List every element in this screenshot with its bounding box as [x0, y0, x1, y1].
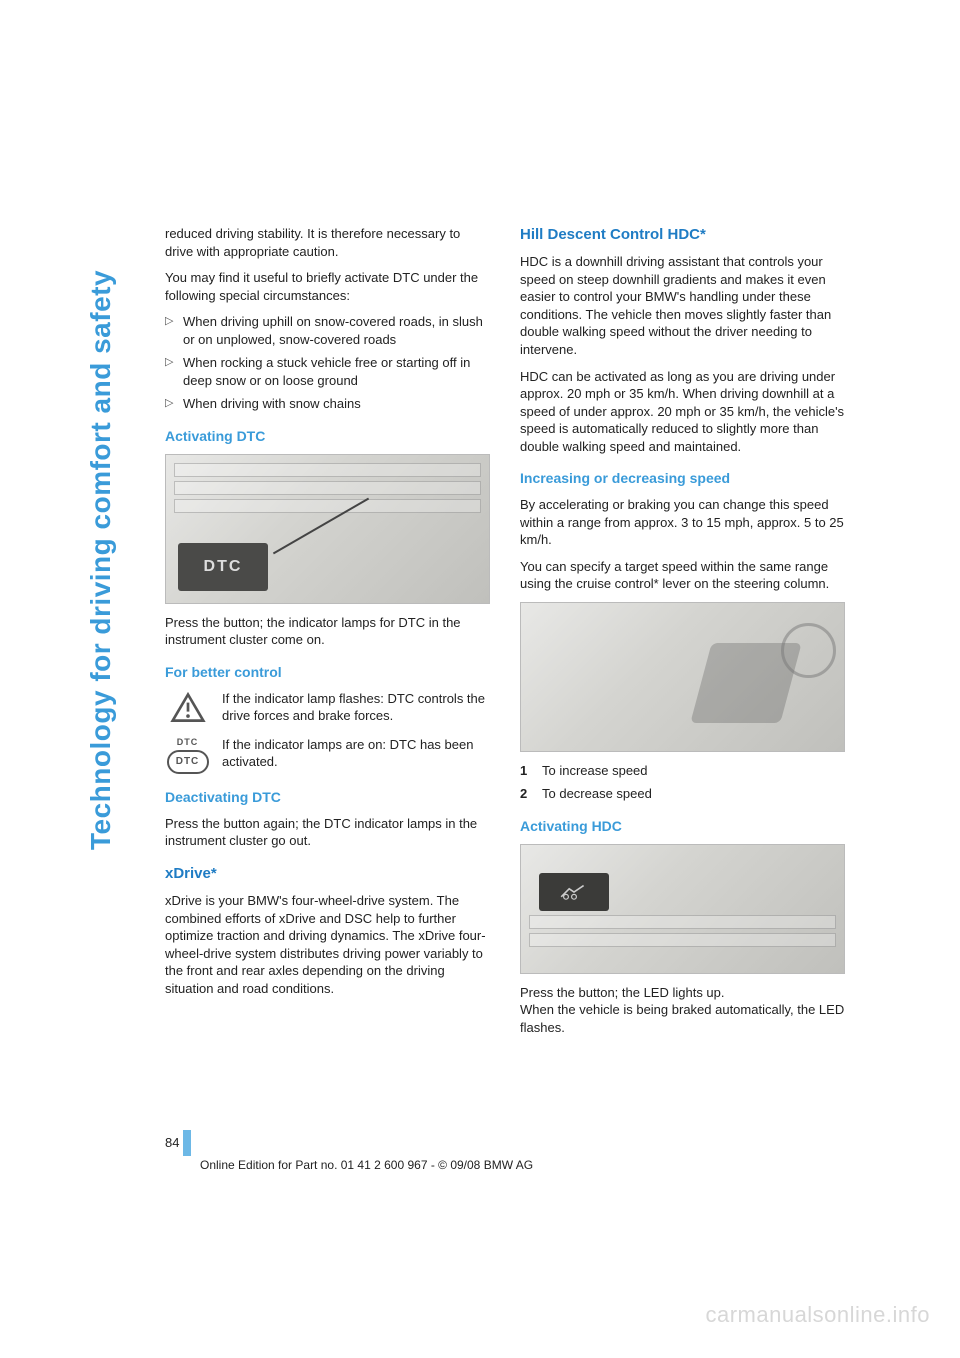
paragraph: By accelerating or braking you can chang… [520, 496, 845, 549]
paragraph: xDrive is your BMW's four-wheel-drive sy… [165, 892, 490, 997]
subheading: Activating DTC [165, 427, 490, 446]
right-column: Hill Descent Control HDC* HDC is a downh… [520, 225, 845, 1046]
indicator-text: If the indicator lamps are on: DTC has b… [222, 736, 490, 771]
subheading: Increasing or decreasing speed [520, 469, 845, 488]
footer-text: Online Edition for Part no. 01 41 2 600 … [200, 1158, 533, 1172]
page: Technology for driving comfort and safet… [0, 0, 960, 1358]
page-number-bar [183, 1130, 191, 1156]
list-item-text: When driving with snow chains [183, 395, 490, 413]
bullet-icon: ▷ [165, 395, 183, 413]
main-heading: xDrive* [165, 864, 490, 884]
page-number: 84 [165, 1135, 183, 1156]
figure-dtc-button: DTC [165, 454, 490, 604]
paragraph: Press the button; the LED lights up. Whe… [520, 984, 845, 1037]
paragraph: HDC is a downhill driving assistant that… [520, 253, 845, 358]
item-text: To increase speed [542, 762, 648, 780]
item-number: 2 [520, 785, 542, 803]
paragraph: HDC can be activated as long as you are … [520, 368, 845, 456]
indicator-item: DTC DTC If the indicator lamps are on: D… [165, 736, 490, 774]
bullet-icon: ▷ [165, 354, 183, 389]
list-item: ▷ When rocking a stuck vehicle free or s… [165, 354, 490, 389]
item-text: To decrease speed [542, 785, 652, 803]
figure-cruise-lever [520, 602, 845, 752]
bullet-list: ▷ When driving uphill on snow-covered ro… [165, 313, 490, 413]
subheading: Activating HDC [520, 817, 845, 836]
numbered-item: 1 To increase speed [520, 762, 845, 780]
subheading: For better control [165, 663, 490, 682]
figure-panel-lines [529, 915, 836, 947]
paragraph: Press the button; the indicator lamps fo… [165, 614, 490, 649]
side-section-title: Technology for driving comfort and safet… [85, 270, 117, 850]
bullet-icon: ▷ [165, 313, 183, 348]
list-item-text: When driving uphill on snow-covered road… [183, 313, 490, 348]
subheading: Deactivating DTC [165, 788, 490, 807]
figure-hdc-button [520, 844, 845, 974]
indicator-text: If the indicator lamp flashes: DTC contr… [222, 690, 490, 725]
main-heading: Hill Descent Control HDC* [520, 225, 845, 245]
dtc-indicator-icon: DTC DTC [165, 736, 210, 774]
watermark: carmanualsonline.info [705, 1302, 930, 1328]
paragraph: reduced driving stability. It is therefo… [165, 225, 490, 260]
list-item: ▷ When driving uphill on snow-covered ro… [165, 313, 490, 348]
dtc-button-badge: DTC [178, 543, 268, 591]
paragraph: You can specify a target speed within th… [520, 558, 845, 593]
paragraph: You may find it useful to briefly activa… [165, 269, 490, 304]
indicator-item: If the indicator lamp flashes: DTC contr… [165, 690, 490, 726]
hdc-button-badge [539, 873, 609, 911]
numbered-item: 2 To decrease speed [520, 785, 845, 803]
paragraph: Press the button again; the DTC indicato… [165, 815, 490, 850]
page-number-block: 84 [165, 1130, 191, 1156]
warning-triangle-icon [165, 690, 210, 726]
left-column: reduced driving stability. It is therefo… [165, 225, 490, 1046]
figure-wheel-shape [781, 623, 836, 678]
content-columns: reduced driving stability. It is therefo… [165, 225, 845, 1046]
list-item-text: When rocking a stuck vehicle free or sta… [183, 354, 490, 389]
figure-panel-lines [174, 463, 481, 513]
list-item: ▷ When driving with snow chains [165, 395, 490, 413]
item-number: 1 [520, 762, 542, 780]
